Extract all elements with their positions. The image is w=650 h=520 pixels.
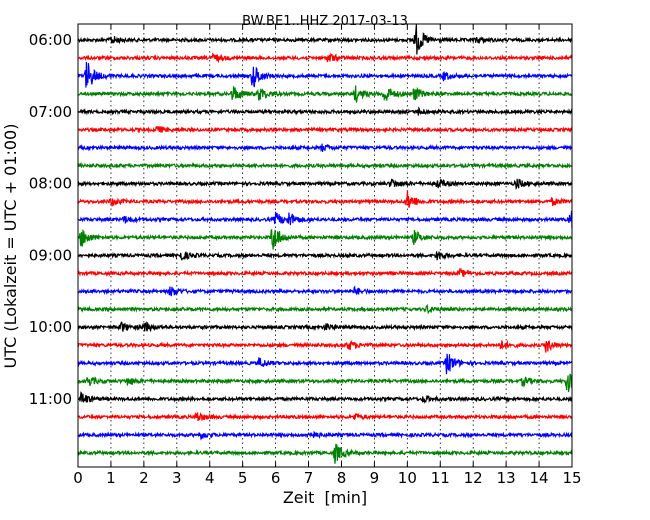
seismic-trace <box>77 52 573 64</box>
x-tick-label: 11 <box>431 469 450 487</box>
seismic-trace <box>77 339 573 353</box>
x-tick-label: 1 <box>106 469 116 487</box>
seismic-trace <box>77 61 573 88</box>
chart-title: BW.BE1..HHZ 2017-03-13 <box>242 14 408 29</box>
y-axis-label: UTC (Lokalzeit = UTC + 01:00) <box>1 124 20 369</box>
x-tick-label: 14 <box>530 469 549 487</box>
y-axis: 06:00 07:00 08:00 09:00 10:00 11:00 <box>29 31 572 408</box>
seismic-trace <box>77 373 573 393</box>
x-tick-label: 10 <box>398 469 417 487</box>
x-tick-label: 9 <box>370 469 380 487</box>
y-tick-label: 08:00 <box>29 175 72 193</box>
x-axis-label: Zeit [min] <box>283 488 367 507</box>
seismic-trace <box>77 106 573 116</box>
seismic-trace <box>77 430 573 441</box>
trace-layer <box>77 24 573 464</box>
y-tick-label: 09:00 <box>29 246 72 264</box>
vertical-grid <box>110 24 540 467</box>
seismic-trace <box>77 143 573 153</box>
seismic-trace <box>77 85 573 104</box>
x-tick-label: 8 <box>337 469 347 487</box>
seismic-trace <box>77 443 573 464</box>
seismic-trace <box>77 161 573 170</box>
seismic-trace <box>77 267 573 278</box>
y-tick-label: 06:00 <box>29 31 72 49</box>
x-tick-label: 3 <box>172 469 182 487</box>
y-tick-label: 11:00 <box>29 390 72 408</box>
seismic-trace <box>77 229 573 250</box>
x-axis: 0 1 2 3 4 5 6 7 8 9 10 11 12 13 14 15 <box>73 24 582 487</box>
y-tick-label: 10:00 <box>29 318 72 336</box>
x-tick-label: 15 <box>562 469 581 487</box>
x-tick-label: 6 <box>271 469 281 487</box>
seismic-trace <box>77 353 573 375</box>
seismic-trace <box>77 125 573 134</box>
seismic-trace <box>77 178 573 190</box>
x-tick-label: 5 <box>238 469 248 487</box>
y-tick-label: 07:00 <box>29 103 72 121</box>
x-tick-label: 13 <box>497 469 516 487</box>
x-tick-label: 12 <box>464 469 483 487</box>
x-tick-label: 2 <box>139 469 149 487</box>
seismic-trace <box>77 285 573 297</box>
seismic-trace <box>77 321 573 333</box>
x-tick-label: 0 <box>73 469 83 487</box>
seismic-trace <box>77 24 573 55</box>
x-tick-label: 4 <box>205 469 215 487</box>
seismic-trace <box>77 251 573 261</box>
seismic-trace <box>77 411 573 421</box>
seismic-trace <box>77 303 573 315</box>
seismic-trace <box>77 391 573 404</box>
plot-frame <box>77 23 573 468</box>
x-tick-label: 7 <box>304 469 314 487</box>
seismic-trace <box>77 190 573 208</box>
seismic-trace <box>77 210 573 229</box>
